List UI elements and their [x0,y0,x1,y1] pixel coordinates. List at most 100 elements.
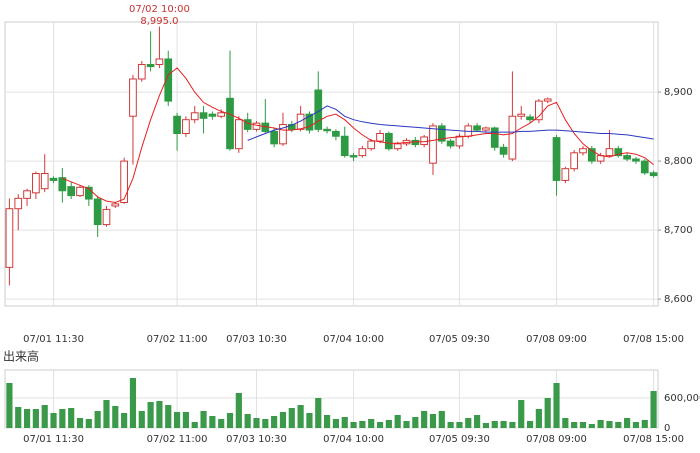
volume-bar [147,402,154,428]
volume-bar [315,398,322,428]
candle-body [120,160,128,204]
candle-body [93,198,102,226]
candle-body [367,140,376,150]
y-tick-label: 8,900 [664,87,693,98]
candle-body [420,136,429,146]
volume-bar [429,414,437,428]
volume-bar [456,422,463,428]
candle-body [173,115,181,134]
candle-body [614,148,623,157]
volume-bar [218,419,225,428]
volume-bar [121,413,128,428]
x-tick-label: 07/08 15:00 [623,434,684,445]
candle-body [270,130,278,145]
price-frame [4,21,659,307]
volume-bar [588,424,595,428]
candle-body [23,190,31,199]
candle-body [632,158,640,162]
x-tick-label: 07/01 11:30 [23,434,84,445]
candle-body [385,133,393,150]
candle-body [552,137,561,181]
candle-body [208,113,217,117]
candle-body [640,160,649,174]
volume-bar [438,411,445,428]
volume-bar [94,411,101,428]
x-tick-label: 07/03 10:30 [226,434,287,445]
volume-bar [50,413,57,428]
candle-body [129,78,137,117]
candle-body [84,186,93,200]
volume-bar [182,412,189,428]
volume-bar [332,419,340,428]
candle-body [199,112,208,119]
volume-bar [359,421,366,428]
volume-bar [535,409,542,428]
y-tick-label: 0 [664,423,670,434]
candle-body [14,197,23,210]
volume-bar [403,421,410,428]
volume-bar [306,413,313,428]
volume-bar [271,416,278,428]
volume-bar [394,415,401,428]
candle-body [226,97,234,150]
candle-body [305,113,314,131]
x-tick-label: 07/01 11:30 [23,334,84,345]
volume-bar [209,416,216,428]
candle-body [543,98,552,102]
x-tick-label: 07/05 09:30 [429,334,490,345]
volume-bar [650,391,657,428]
volume-bar [571,422,578,428]
volume-bar [226,413,234,428]
volume-bar [253,418,260,428]
volume-bar [173,412,181,428]
candle-body [164,58,173,102]
volume-bar [491,421,498,428]
candle-body [217,112,226,117]
volume-bar [447,422,454,428]
y-tick-label: 600,000 [664,393,700,404]
candle-body [102,208,111,226]
volume-bar [474,415,481,428]
volume-bar [597,420,604,428]
candle-body [446,140,455,147]
volume-bar [544,398,551,428]
volume-bar [323,415,331,428]
volume-bar [15,407,22,428]
volume-bar [138,411,145,428]
volume-bar [412,417,419,428]
candle-body [605,148,614,157]
candle-body [252,122,261,130]
volume-bar [6,383,13,428]
candle-body [393,143,402,150]
candle-body [499,146,508,155]
candle-body [526,116,534,121]
candle-body [111,203,120,207]
candle-body [146,64,155,68]
x-tick-label: 07/04 10:00 [323,434,384,445]
candle-body [473,125,481,131]
x-tick-label: 07/02 11:00 [147,334,208,345]
candle-body [482,127,490,131]
volume-bar [23,409,31,428]
volume-bar [32,409,39,428]
volume-bar [385,420,392,428]
candle-body [623,155,631,160]
y-tick-label: 8,700 [664,225,693,236]
volume-bar [59,409,66,428]
volume-bar [244,414,251,428]
volume-frame [4,369,659,429]
x-tick-label: 07/02 11:00 [147,434,208,445]
x-tick-label: 07/04 10:00 [323,334,384,345]
candle-body [234,119,243,150]
volume-bar [103,400,110,428]
candle-body [40,173,49,190]
x-tick-label: 07/03 10:30 [226,334,287,345]
candle-body [490,127,499,148]
candle-body [508,115,517,160]
ma-line [247,105,654,141]
volume-bar [297,405,304,428]
candle-body [76,186,84,197]
volume-bar [41,405,48,428]
volume-bar [615,422,622,428]
candle-body [58,177,67,192]
